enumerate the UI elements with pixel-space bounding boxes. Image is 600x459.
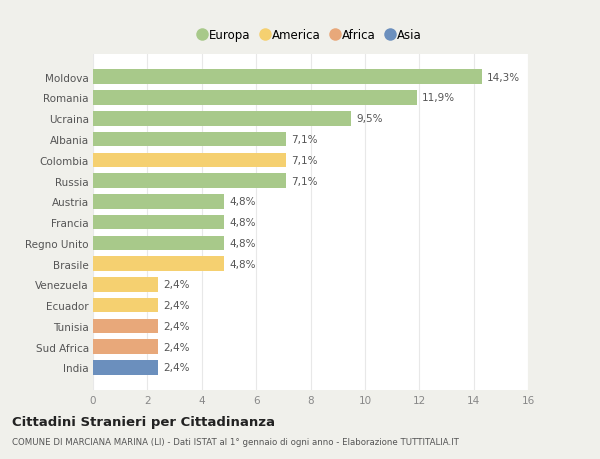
Bar xyxy=(93,215,223,230)
Bar xyxy=(93,195,223,209)
Text: 11,9%: 11,9% xyxy=(422,93,455,103)
Text: 4,8%: 4,8% xyxy=(229,197,256,207)
Bar xyxy=(93,340,158,354)
Text: 9,5%: 9,5% xyxy=(357,114,383,124)
Text: 4,8%: 4,8% xyxy=(229,238,256,248)
Text: 4,8%: 4,8% xyxy=(229,218,256,228)
Text: 2,4%: 2,4% xyxy=(164,301,190,310)
Text: 2,4%: 2,4% xyxy=(164,363,190,373)
Bar xyxy=(93,70,482,85)
Legend: Europa, America, Africa, Asia: Europa, America, Africa, Asia xyxy=(195,24,426,46)
Text: 7,1%: 7,1% xyxy=(292,176,318,186)
Text: 7,1%: 7,1% xyxy=(292,135,318,145)
Bar xyxy=(93,174,286,189)
Bar xyxy=(93,91,416,106)
Bar xyxy=(93,278,158,292)
Bar xyxy=(93,153,286,168)
Text: 2,4%: 2,4% xyxy=(164,321,190,331)
Bar xyxy=(93,236,223,251)
Bar xyxy=(93,360,158,375)
Bar xyxy=(93,133,286,147)
Text: 2,4%: 2,4% xyxy=(164,280,190,290)
Text: 4,8%: 4,8% xyxy=(229,259,256,269)
Text: 14,3%: 14,3% xyxy=(487,73,520,83)
Text: COMUNE DI MARCIANA MARINA (LI) - Dati ISTAT al 1° gennaio di ogni anno - Elabora: COMUNE DI MARCIANA MARINA (LI) - Dati IS… xyxy=(12,437,459,446)
Bar xyxy=(93,298,158,313)
Bar xyxy=(93,257,223,271)
Bar xyxy=(93,112,351,126)
Text: 2,4%: 2,4% xyxy=(164,342,190,352)
Text: Cittadini Stranieri per Cittadinanza: Cittadini Stranieri per Cittadinanza xyxy=(12,415,275,428)
Text: 7,1%: 7,1% xyxy=(292,156,318,165)
Bar xyxy=(93,319,158,334)
